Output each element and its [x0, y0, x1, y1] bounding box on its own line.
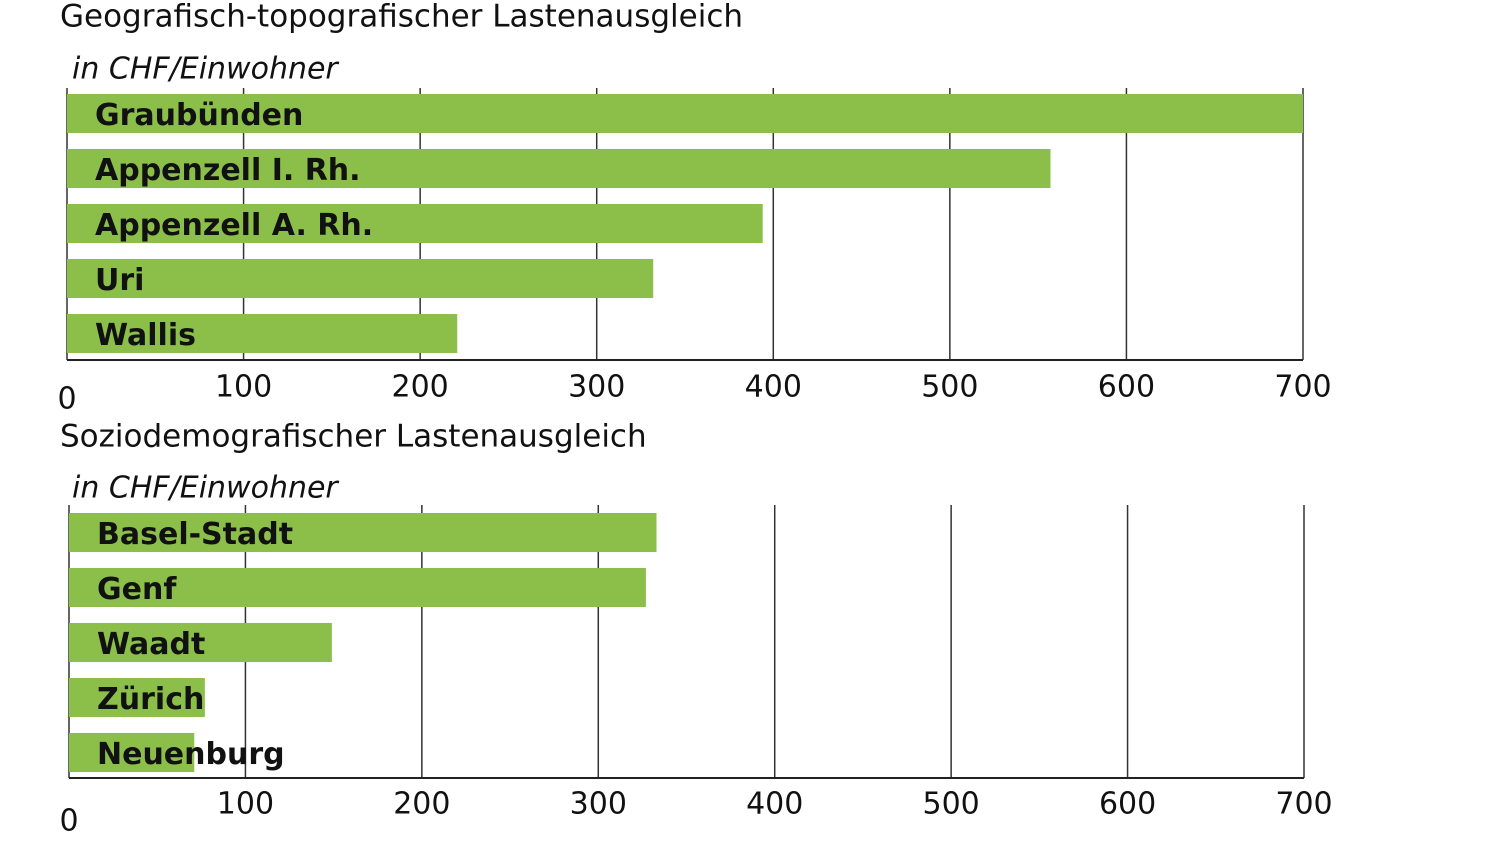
- bar: [67, 204, 763, 243]
- x-tick-label: 400: [746, 787, 803, 822]
- category-label: Zürich: [97, 682, 204, 717]
- x-tick-label: 700: [1275, 787, 1332, 822]
- x-tick-label: 100: [217, 787, 274, 822]
- bar: [69, 733, 195, 772]
- chart-subtitle: in CHF/Einwohner: [72, 52, 339, 87]
- bar: [69, 623, 332, 662]
- chart-title: Geografisch-topografischer Lastenausglei…: [60, 0, 743, 35]
- category-label: Uri: [95, 263, 144, 298]
- bar: [69, 678, 205, 717]
- x-tick-label: 200: [392, 370, 449, 405]
- bar: [67, 259, 654, 298]
- category-label: Graubünden: [95, 98, 303, 133]
- category-label: Appenzell I. Rh.: [95, 153, 361, 188]
- x-tick-label: 300: [568, 370, 625, 405]
- category-label: Basel-Stadt: [97, 517, 293, 552]
- category-label: Neuenburg: [97, 737, 285, 772]
- x-tick-label: 400: [745, 370, 802, 405]
- category-label: Wallis: [95, 318, 196, 353]
- category-label: Genf: [97, 572, 177, 607]
- x-tick-label: 500: [921, 370, 978, 405]
- bar: [67, 149, 1051, 188]
- bar: [69, 513, 657, 552]
- x-tick-label: 100: [215, 370, 272, 405]
- x-tick-label: 200: [393, 787, 450, 822]
- x-tick-label: 0: [57, 382, 76, 417]
- x-tick-label: 600: [1099, 787, 1156, 822]
- x-tick-label: 0: [59, 804, 78, 839]
- bar: [69, 568, 646, 607]
- bar: [67, 94, 1303, 133]
- chart-subtitle: in CHF/Einwohner: [72, 471, 339, 506]
- category-label: Appenzell A. Rh.: [95, 208, 373, 243]
- category-label: Waadt: [97, 627, 205, 662]
- x-tick-label: 600: [1098, 370, 1155, 405]
- x-tick-label: 700: [1274, 370, 1331, 405]
- x-tick-label: 300: [570, 787, 627, 822]
- bar: [67, 314, 458, 353]
- x-tick-label: 500: [923, 787, 980, 822]
- chart-title: Soziodemografischer Lastenausgleich: [60, 419, 647, 455]
